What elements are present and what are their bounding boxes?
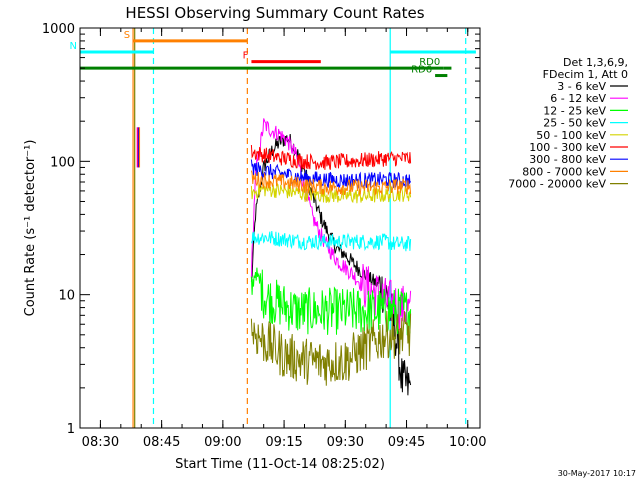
y-tick-label-100: 100	[50, 155, 75, 170]
legend-header-1: FDecim 1, Att 0	[543, 68, 628, 81]
x-axis-label: Start Time (11-Oct-14 08:25:02)	[175, 457, 385, 472]
y-axis: 1 10 100 1000	[42, 22, 480, 437]
series-line-7000-20000-kev	[250, 310, 412, 386]
chart-title: HESSI Observing Summary Count Rates	[125, 4, 424, 22]
x-tick-label-10-00: 10:00	[449, 435, 486, 450]
plot-frame	[79, 27, 481, 429]
legend-label-12-25-kev: 12 - 25 keV	[543, 104, 606, 117]
x-tick-label-09-45: 09:45	[388, 435, 425, 450]
flag-label-n: N	[70, 41, 77, 52]
y-tick-label-1000: 1000	[42, 22, 75, 37]
series-line-800-7000-kev	[250, 170, 412, 197]
flag-label-rd6: RD6	[411, 65, 432, 76]
legend-label-3-6-kev: 3 - 6 keV	[557, 80, 606, 93]
x-tick-label-09-00: 09:00	[204, 435, 241, 450]
series-line-300-800-kev	[250, 159, 412, 189]
x-tick-label-09-15: 09:15	[265, 435, 302, 450]
footer-timestamp: 30-May-2017 10:17	[558, 469, 636, 478]
series-line-12-25-kev	[250, 267, 412, 337]
legend-header-0: Det 1,3,6,9,	[563, 56, 628, 69]
y-axis-label: Count Rate (s⁻¹ detector⁻¹)	[23, 140, 38, 317]
series-line-100-300-kev	[250, 144, 412, 170]
x-tick-label-08-45: 08:45	[143, 435, 180, 450]
legend-label-25-50-kev: 25 - 50 keV	[543, 117, 606, 130]
y-tick-label-1: 1	[67, 422, 75, 437]
legend-label-800-7000-kev: 800 - 7000 keV	[522, 165, 606, 178]
x-tick-label-08-30: 08:30	[82, 435, 119, 450]
x-tick-label-09-30: 09:30	[327, 435, 364, 450]
y-tick-label-10: 10	[58, 289, 75, 304]
flag-label-f: F	[243, 51, 249, 62]
legend-label-7000-20000-kev: 7000 - 20000 keV	[508, 178, 606, 191]
flag-label-rd0: RD0	[419, 57, 440, 68]
legend-label-50-100-kev: 50 - 100 keV	[536, 129, 606, 142]
flag-label-s: S	[124, 30, 130, 41]
series-line-25-50-kev	[250, 230, 412, 252]
x-axis: 08:30 08:45 09:00 09:15 09:30 09:45 10:00	[79, 28, 486, 450]
legend-label-6-12-kev: 6 - 12 keV	[550, 92, 606, 105]
legend-label-100-300-kev: 100 - 300 keV	[529, 141, 606, 154]
legend-label-300-800-kev: 300 - 800 keV	[529, 153, 606, 166]
series-line-6-12-kev	[250, 118, 412, 331]
